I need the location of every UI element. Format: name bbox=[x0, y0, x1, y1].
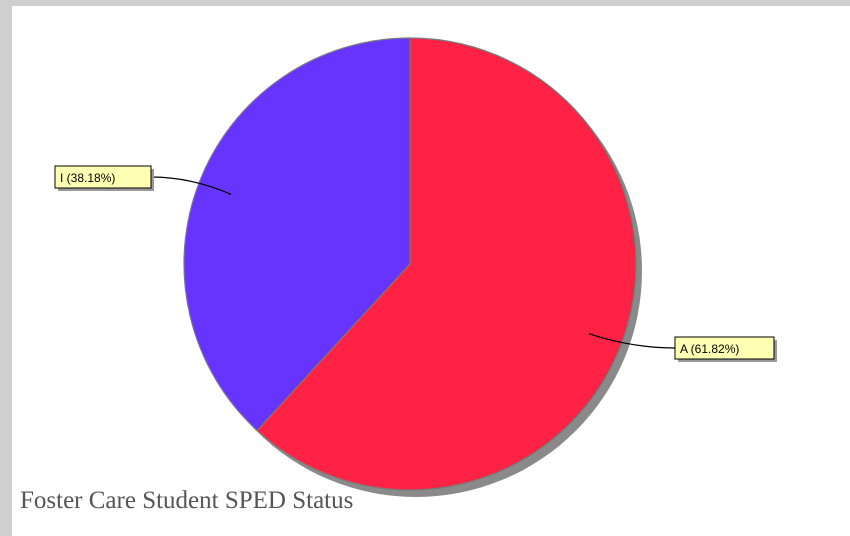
label-box-a bbox=[674, 336, 775, 360]
leader-line-a bbox=[588, 333, 676, 349]
slice-labels: A (61.82%) I (38.18%) bbox=[54, 165, 777, 362]
slice-label-i: I (38.18%) bbox=[60, 171, 115, 185]
chart-frame: A (61.82%) I (38.18%) Foster Care Student… bbox=[12, 6, 850, 536]
chart-title: Foster Care Student SPED Status bbox=[20, 487, 354, 514]
label-box-i bbox=[54, 165, 152, 189]
pie-slice-a bbox=[256, 37, 637, 491]
pie-slice-i bbox=[183, 37, 411, 432]
pie-chart: A (61.82%) I (38.18%) bbox=[54, 37, 777, 497]
slice-label-a: A (61.82%) bbox=[680, 342, 739, 356]
pie-slices bbox=[183, 37, 637, 491]
leader-line-i bbox=[150, 176, 232, 195]
